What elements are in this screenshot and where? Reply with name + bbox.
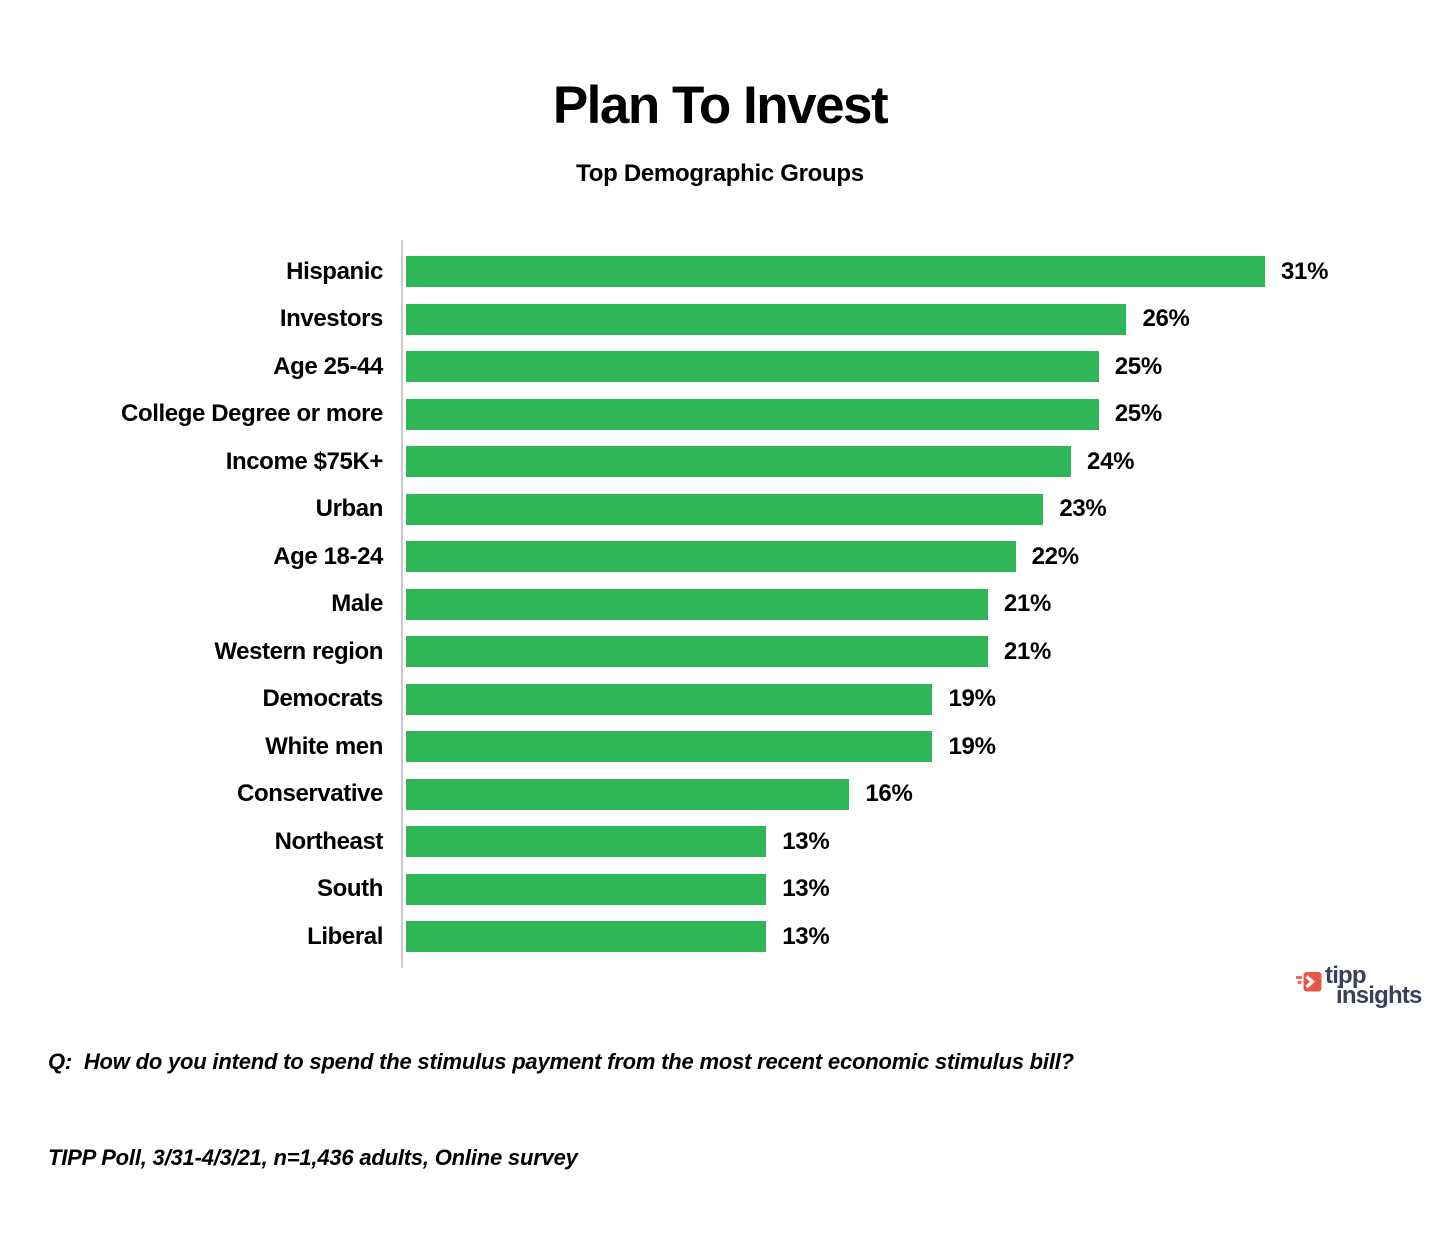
bar-track: 31% bbox=[403, 256, 1440, 288]
bar-category-label: Male bbox=[331, 590, 383, 618]
bar-value-label: 26% bbox=[1142, 305, 1190, 333]
bar-row: Hispanic 31% bbox=[0, 248, 1440, 296]
bar-row: Age 25-44 25% bbox=[0, 343, 1440, 391]
bar bbox=[406, 731, 933, 763]
bar-category-label: Hispanic bbox=[286, 257, 383, 285]
bar bbox=[406, 683, 933, 715]
bar-value-label: 13% bbox=[782, 827, 830, 855]
bar-row: Age 18-24 22% bbox=[0, 533, 1440, 581]
bar-value-label: 13% bbox=[782, 922, 830, 950]
bar-track: 13% bbox=[403, 873, 1440, 905]
bar-track: 25% bbox=[403, 398, 1440, 430]
bar-row: Conservative 16% bbox=[0, 771, 1440, 819]
bar bbox=[406, 446, 1072, 478]
footer-source: TIPP Poll, 3/31-4/3/21, n=1,436 adults, … bbox=[48, 1145, 578, 1170]
footer-question: Q: How do you intend to spend the stimul… bbox=[48, 1049, 1074, 1074]
bar-category-label: Conservative bbox=[237, 780, 383, 808]
bar-row: College Degree or more 25% bbox=[0, 391, 1440, 439]
bar-track: 19% bbox=[403, 731, 1440, 763]
bar-category-label: Age 25-44 bbox=[273, 352, 383, 380]
bar-row: South 13% bbox=[0, 866, 1440, 914]
bar bbox=[406, 303, 1127, 335]
bar-row: Investors 26% bbox=[0, 296, 1440, 344]
bar-row: Income $75K+ 24% bbox=[0, 438, 1440, 486]
bar-value-label: 21% bbox=[1003, 637, 1052, 665]
bar-row: White men 19% bbox=[0, 723, 1440, 771]
bar-category-label: Democrats bbox=[262, 685, 384, 713]
bar-track: 21% bbox=[403, 636, 1440, 668]
bar bbox=[406, 493, 1044, 525]
bar bbox=[406, 398, 1099, 430]
bar-chart: Hispanic 31% Investors 26% Age 25-44 25%… bbox=[0, 240, 1440, 968]
bar-category-label: Urban bbox=[315, 495, 384, 523]
bar-category-label: White men bbox=[265, 732, 383, 760]
bar-track: 25% bbox=[403, 351, 1440, 383]
chart-subtitle: Top Demographic Groups bbox=[576, 159, 864, 187]
bar-category-label: Age 18-24 bbox=[273, 542, 383, 570]
bar bbox=[406, 826, 767, 858]
bar-track: 23% bbox=[403, 493, 1440, 525]
bar-row: Democrats 19% bbox=[0, 676, 1440, 724]
bar-track: 26% bbox=[403, 303, 1440, 335]
bar-value-label: 19% bbox=[948, 685, 996, 713]
bar-row: Male 21% bbox=[0, 581, 1440, 629]
bar-track: 16% bbox=[403, 778, 1440, 810]
bar-track: 21% bbox=[403, 588, 1440, 620]
bar-category-label: Western region bbox=[214, 637, 383, 665]
tipp-insights-logo: tipp insights bbox=[1294, 962, 1422, 1009]
bar-category-label: South bbox=[317, 875, 383, 903]
bar-value-label: 25% bbox=[1114, 400, 1162, 428]
bar bbox=[406, 588, 988, 620]
bar-track: 24% bbox=[403, 446, 1440, 478]
bar-track: 22% bbox=[403, 541, 1440, 573]
bar bbox=[406, 541, 1016, 573]
bar-value-label: 31% bbox=[1281, 257, 1329, 285]
bar-value-label: 23% bbox=[1059, 495, 1107, 523]
bar bbox=[406, 778, 850, 810]
bar-category-label: Northeast bbox=[274, 827, 384, 855]
bar-row: Western region 21% bbox=[0, 628, 1440, 676]
bar-category-label: Liberal bbox=[307, 922, 383, 950]
chart-page: Plan To Invest Top Demographic Groups Hi… bbox=[0, 0, 1440, 1170]
bar-value-label: 25% bbox=[1114, 352, 1162, 380]
chart-title: Plan To Invest bbox=[552, 76, 889, 135]
bar bbox=[406, 256, 1265, 288]
bar-category-label: Income $75K+ bbox=[225, 447, 384, 475]
bar bbox=[406, 636, 988, 668]
bar-category-label: Investors bbox=[279, 305, 384, 333]
bar-track: 13% bbox=[403, 921, 1440, 953]
footer: Q: How do you intend to spend the stimul… bbox=[48, 982, 1074, 1238]
bar-row: Liberal 13% bbox=[0, 913, 1440, 961]
y-axis-line bbox=[401, 240, 403, 968]
bar-value-label: 19% bbox=[948, 732, 996, 760]
bar-value-label: 21% bbox=[1003, 590, 1052, 618]
logo-text: tipp insights bbox=[1325, 962, 1422, 1009]
bar-track: 13% bbox=[403, 826, 1440, 858]
bar-row: Urban 23% bbox=[0, 486, 1440, 534]
bar bbox=[406, 351, 1099, 383]
bar-track: 19% bbox=[403, 683, 1440, 715]
bar-value-label: 13% bbox=[782, 875, 830, 903]
bar-value-label: 16% bbox=[865, 780, 913, 808]
bar bbox=[406, 873, 767, 905]
logo-line2: insights bbox=[1336, 982, 1422, 1009]
tipp-arrow-icon bbox=[1294, 968, 1322, 1001]
bar-value-label: 22% bbox=[1031, 542, 1079, 570]
bar-category-label: College Degree or more bbox=[121, 400, 383, 428]
bar-row: Northeast 13% bbox=[0, 818, 1440, 866]
bar-value-label: 24% bbox=[1087, 447, 1135, 475]
bar-rows: Hispanic 31% Investors 26% Age 25-44 25%… bbox=[0, 248, 1440, 961]
logo-line1: tipp bbox=[1325, 962, 1367, 989]
bar bbox=[406, 921, 767, 953]
